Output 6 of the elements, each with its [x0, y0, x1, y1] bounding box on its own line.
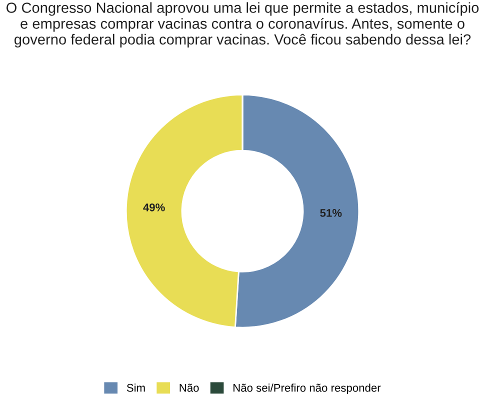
- legend-label: Não: [180, 384, 199, 392]
- data-label: 51%: [320, 209, 342, 217]
- chart-title: O Congresso Nacional aprovou uma lei que permite a estados, município e empresas comprar vacinas contra o coronavírus. Antes, somente o governo federal podia comprar vacinas. Você ficou sabendo dessa lei?: [6, 2, 479, 48]
- legend-label: Não sei/Prefiro não responder: [234, 384, 381, 394]
- data-label: 49%: [143, 203, 165, 212]
- legend-label: Sim: [126, 384, 145, 392]
